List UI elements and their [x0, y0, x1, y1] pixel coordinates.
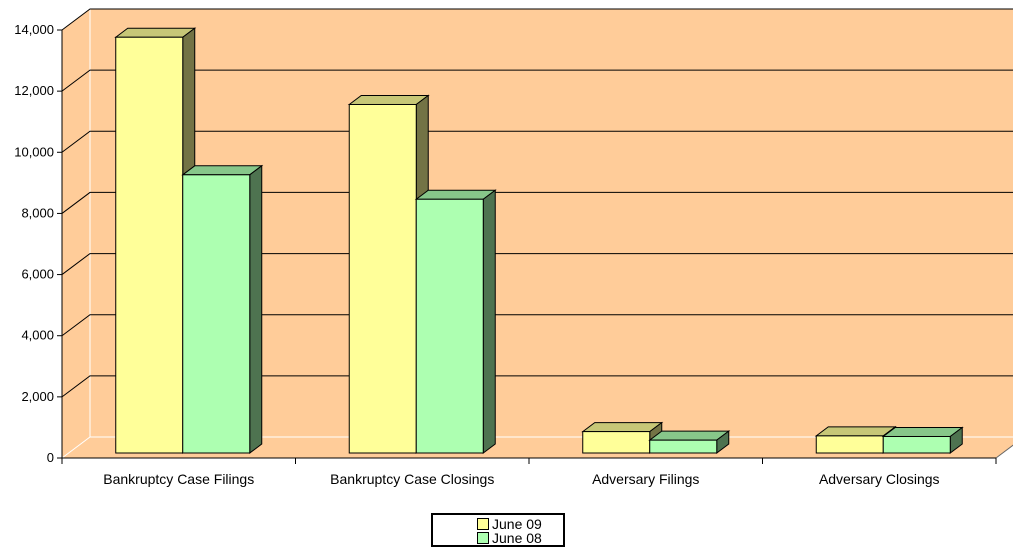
legend-swatch-june-08 [477, 532, 489, 544]
plot-background [62, 9, 1013, 458]
gridline [61, 69, 1013, 92]
y-tick-label: 2,000 [21, 389, 54, 404]
bar-june-08 [649, 439, 718, 454]
bar-june-09-top [347, 94, 430, 105]
gridline [61, 130, 1013, 153]
category-label: Adversary Closings [819, 471, 940, 487]
y-tick-label: 4,000 [21, 328, 54, 343]
category-label: Bankruptcy Case Closings [330, 471, 494, 487]
legend-swatch-june-09 [477, 518, 489, 530]
gridline [61, 191, 1013, 214]
y-tick-label: 0 [47, 450, 54, 465]
bar-june-08 [182, 174, 251, 454]
y-tick-label: 10,000 [14, 144, 54, 159]
gridline [61, 8, 1013, 31]
y-tick-label: 14,000 [14, 22, 54, 37]
bar-june-09 [348, 103, 417, 454]
bar-june-09-top [581, 422, 664, 433]
category-label: Adversary Filings [592, 471, 699, 487]
bar-june-08 [882, 435, 951, 454]
legend-label-june-08: June 08 [492, 530, 542, 546]
y-tick-label: 8,000 [21, 205, 54, 220]
bar-june-08-side [482, 189, 496, 454]
bar-june-08-side [249, 164, 263, 454]
y-tick-label: 6,000 [21, 267, 54, 282]
legend: June 09 June 08 [431, 513, 565, 547]
bar-june-09 [815, 435, 884, 454]
legend-item-june-09: June 09 [477, 517, 563, 531]
bar-june-08-top [414, 189, 497, 200]
bar-june-08 [415, 198, 484, 454]
legend-label-june-09: June 09 [492, 516, 542, 532]
bar-june-09-top [814, 426, 897, 437]
gridline [61, 314, 1013, 337]
gridline [61, 375, 1013, 398]
gridline [61, 253, 1013, 275]
bar-june-08-top [181, 165, 264, 176]
floor-right-edge [995, 444, 1013, 459]
bar-june-09-top [114, 27, 197, 38]
bar-june-09 [115, 36, 184, 454]
legend-item-june-08: June 08 [477, 531, 563, 545]
bar-june-08-top [648, 430, 731, 441]
y-tick-label: 12,000 [14, 83, 54, 98]
bar-june-09 [582, 431, 651, 454]
bar-june-08-top [881, 426, 964, 437]
category-label: Bankruptcy Case Filings [103, 471, 254, 487]
